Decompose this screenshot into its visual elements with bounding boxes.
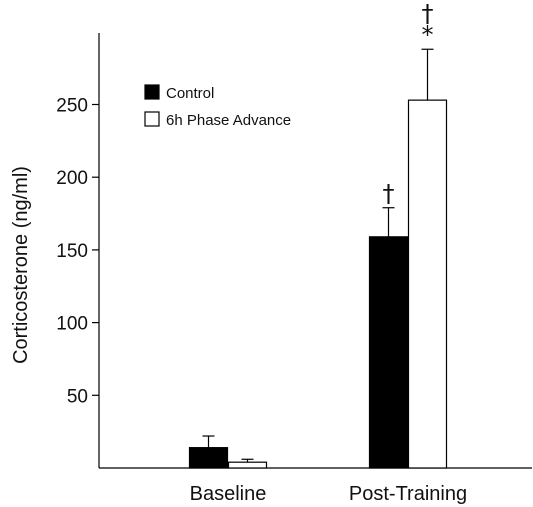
y-tick-label: 150 [56,241,88,262]
significance-marker: † [383,180,395,208]
x-category-label: Baseline [190,483,267,505]
y-tick-label: 250 [56,96,88,117]
significance-marker: † [422,0,434,27]
y-tick-label: 200 [56,168,88,189]
legend: Control 6h Phase Advance [144,84,291,129]
bars: ††* [188,0,448,469]
bar-control-baseline [188,447,229,469]
legend-label: 6h Phase Advance [166,112,291,129]
bar-6h-phase-advance-post-training [407,99,448,469]
legend-label: Control [166,85,214,102]
y-axis-title: Corticosterone (ng/ml) [10,166,32,364]
legend-swatch [144,84,160,100]
bar-6h-phase-advance-baseline [227,461,268,469]
x-category-label: Post-Training [349,483,467,505]
y-tick-label: 50 [67,386,88,407]
bar-control-post-training [368,236,409,469]
significance-marker: * [422,21,434,49]
y-tick-label: 100 [56,314,88,335]
axes: 50 100 150 200 250 Baseline Post-Training [56,33,532,505]
legend-swatch [144,111,160,127]
